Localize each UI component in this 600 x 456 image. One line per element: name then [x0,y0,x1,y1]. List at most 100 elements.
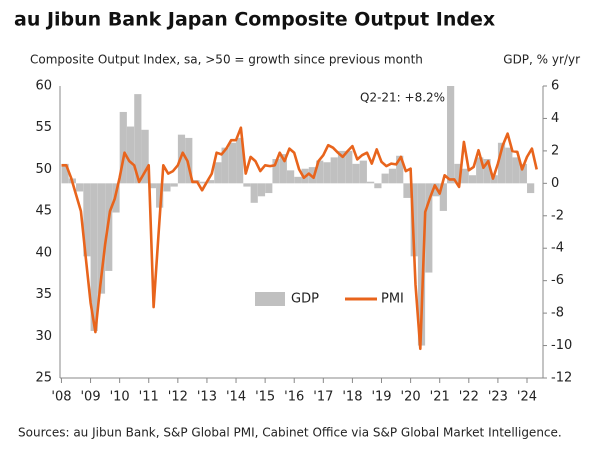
y2-axis-label: GDP, % yr/yr [503,53,580,67]
gdp-bar [490,175,498,184]
gdp-bar [126,126,135,184]
gdp-bar [185,137,193,184]
chart-title: au Jibun Bank Japan Composite Output Ind… [14,9,495,31]
y2-tick-label: 0 [551,176,559,191]
gdp-bar [396,155,404,184]
gdp-bar [83,183,91,257]
y2-tick-label: -4 [551,241,564,256]
y-tick-label: 45 [35,204,52,219]
x-tick-label: '15 [255,390,275,405]
x-tick-label: '24 [517,390,537,405]
gdp-bar [250,183,258,203]
gdp-bar [294,176,302,184]
x-tick-label: '20 [401,390,421,405]
x-tick-label: '09 [80,390,100,405]
pmi-line [61,126,538,351]
y-tick-label: 50 [35,162,52,177]
y-tick-label: 55 [35,120,52,135]
x-tick-label: '08 [51,390,71,405]
gdp-bar [359,160,367,184]
y-tick-label: 25 [35,371,52,386]
gdp-bar [461,168,469,184]
gdp-bar [243,183,251,187]
y-tick-label: 30 [35,329,52,344]
gdp-bar [286,170,295,184]
gdp-bar [61,163,69,184]
legend-swatch [255,292,285,306]
gdp-bar [236,137,244,184]
gdp-bar [156,183,164,208]
gdp-bar [119,111,127,184]
x-tick-label: '14 [226,390,246,405]
gdp-bar [221,147,229,184]
gdp-bar [316,160,324,184]
plot-area [61,86,538,351]
source: Sources: au Jibun Bank, S&P Global PMI, … [18,426,562,440]
gdp-bar [90,183,98,331]
gdp-bar [381,173,389,184]
gdp-bar [228,142,236,184]
annotation: Q2-21: +8.2% [360,91,445,105]
legend-label: GDP [291,292,319,307]
gdp-bar [272,159,280,184]
gdp-bar [330,157,338,184]
gdp-bar [163,183,171,192]
x-tick-label: '12 [168,390,188,405]
gdp-bar [439,183,447,211]
gdp-bar [388,168,397,184]
x-tick-label: '18 [342,390,362,405]
gdp-bar [323,162,331,184]
x-tick-label: '16 [284,390,304,405]
y2-tick-label: -2 [551,208,564,223]
gdp-bar [257,183,266,197]
y2-tick-label: 2 [551,143,559,158]
gdp-bar [505,147,513,184]
y-tick-label: 35 [35,287,52,302]
y2-tick-label: 4 [551,111,559,126]
x-tick-label: '21 [430,390,450,405]
gdp-bar [476,157,484,184]
gdp-bar [527,183,535,194]
x-tick-label: '19 [371,390,391,405]
legend-label: PMI [381,292,404,307]
gdp-bar [265,183,273,194]
y2-tick-label: -12 [551,371,572,386]
gdp-bar [141,129,149,184]
x-tick-label: '22 [459,390,479,405]
gdp-bar [410,183,418,257]
x-tick-label: '11 [139,390,159,405]
gdp-bar [447,86,455,184]
gdp-bar [279,154,287,184]
gdp-bar [425,183,433,273]
y2-tick-label: -10 [551,338,572,353]
gdp-bar [134,94,142,184]
y2-tick-label: -8 [551,306,564,321]
gdp-bar [345,150,353,184]
gdp-bar [454,163,462,184]
gdp-bar [206,180,215,184]
gdp-bar [97,183,106,294]
gdp-bar [214,162,222,184]
x-tick-label: '17 [313,390,333,405]
gdp-bar [403,183,411,198]
y-tick-label: 60 [35,79,52,94]
gdp-bar [468,175,477,184]
gdp-bar [367,181,375,184]
gdp-bar [417,183,426,346]
gdp-bar [519,163,527,184]
gdp-bar [76,183,84,192]
y-tick-label: 40 [35,245,52,260]
gdp-bar [337,150,346,184]
gdp-bar [374,183,382,189]
y2-tick-label: -6 [551,273,564,288]
y2-tick-label: 6 [551,79,559,94]
gdp-bar [199,181,207,184]
gdp-bar [352,163,360,184]
x-tick-label: '10 [110,390,130,405]
gdp-bar [148,183,156,189]
x-tick-label: '13 [197,390,217,405]
gdp-bar [512,157,520,184]
gdp-bar [483,159,491,184]
